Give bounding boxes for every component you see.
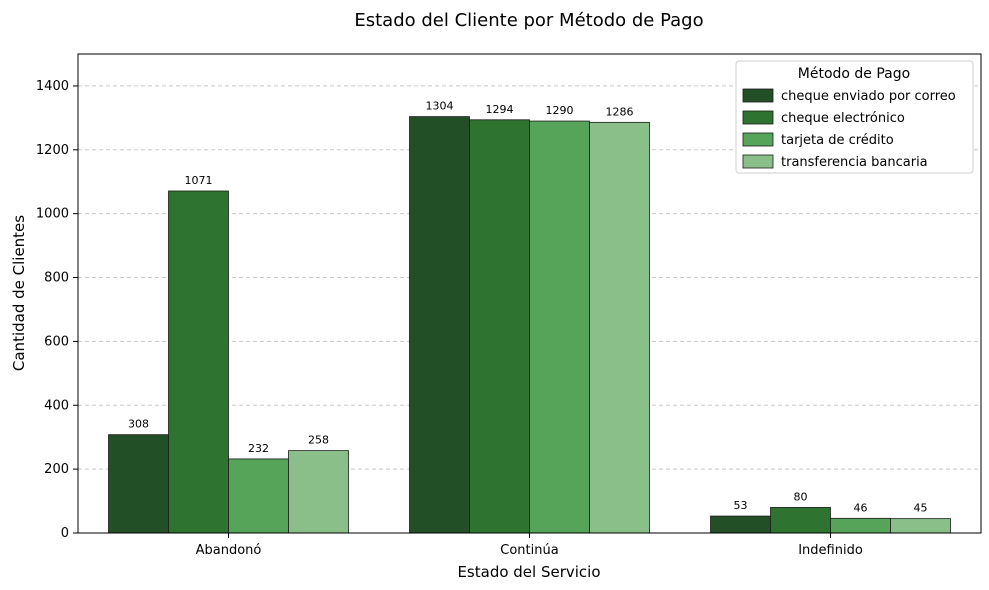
chart-title: Estado del Cliente por Método de Pago	[354, 10, 703, 31]
bar-2-1	[770, 507, 831, 534]
y-tick-label-3: 600	[44, 334, 69, 349]
bar-label-0-2: 232	[248, 442, 269, 455]
bar-label-2-1: 80	[794, 490, 808, 503]
bar-label-1-0: 1304	[426, 100, 454, 113]
bar-label-2-0: 53	[734, 499, 748, 512]
y-tick-label-1: 200	[44, 462, 69, 477]
y-tick-label-4: 800	[44, 271, 69, 286]
legend-label-1: cheque electrónico	[781, 111, 905, 126]
legend-box	[735, 60, 974, 174]
bar-label-2-3: 45	[914, 502, 928, 515]
legend-swatch-3	[742, 154, 774, 169]
bar-1-3	[589, 121, 650, 534]
legend-label-0: cheque enviado por correo	[781, 89, 956, 104]
bar-0-0	[108, 434, 169, 534]
x-tick-label-0: Abandonó	[196, 543, 262, 558]
legend-title: Método de Pago	[798, 66, 910, 82]
bar-labels: 308 1071 232 258 1304 1294 1290 1286 53 80 46 45	[128, 100, 928, 515]
legend-swatch-1	[742, 110, 774, 125]
bar-1-1	[469, 119, 530, 534]
bar-0-2	[228, 458, 289, 534]
bar-2-3	[890, 518, 951, 534]
legend-swatch-2	[742, 132, 774, 147]
y-axis-label: Cantidad de Clientes	[10, 215, 28, 371]
bar-2-0	[710, 515, 771, 534]
bar-label-2-2: 46	[854, 501, 868, 514]
y-tick-label-6: 1200	[36, 143, 69, 158]
legend-items: cheque enviado por correo cheque electrón…	[742, 88, 956, 170]
legend: Método de Pago cheque enviado por correo…	[735, 60, 974, 174]
bar-label-1-3: 1286	[606, 105, 634, 118]
legend-swatch-0	[742, 88, 774, 103]
bar-label-0-1: 1071	[185, 174, 213, 187]
y-axis-ticks: 0 200 400 600 800 1000 1200 1400	[36, 79, 78, 541]
legend-label-2: tarjeta de crédito	[781, 133, 894, 148]
y-tick-label-2: 400	[44, 398, 69, 413]
x-tick-label-2: Indefinido	[798, 543, 863, 558]
bar-0-1	[168, 190, 229, 534]
bar-0-3	[288, 450, 349, 534]
x-axis-ticks: Abandonó Continúa Indefinido	[196, 533, 863, 558]
bar-1-2	[529, 120, 590, 534]
bar-label-1-1: 1294	[486, 103, 514, 116]
y-tick-label-0: 0	[61, 526, 69, 541]
bar-label-0-0: 308	[128, 418, 149, 431]
y-tick-label-5: 1000	[36, 207, 69, 222]
x-axis-label: Estado del Servicio	[457, 563, 600, 581]
bar-2-2	[830, 517, 891, 534]
y-tick-label-7: 1400	[36, 79, 69, 94]
x-tick-label-1: Continúa	[500, 543, 558, 558]
bar-group	[108, 116, 951, 534]
legend-label-3: transferencia bancaria	[781, 155, 928, 170]
bar-label-1-2: 1290	[546, 104, 574, 117]
bar-label-0-3: 258	[308, 434, 329, 447]
bar-1-0	[409, 116, 470, 534]
